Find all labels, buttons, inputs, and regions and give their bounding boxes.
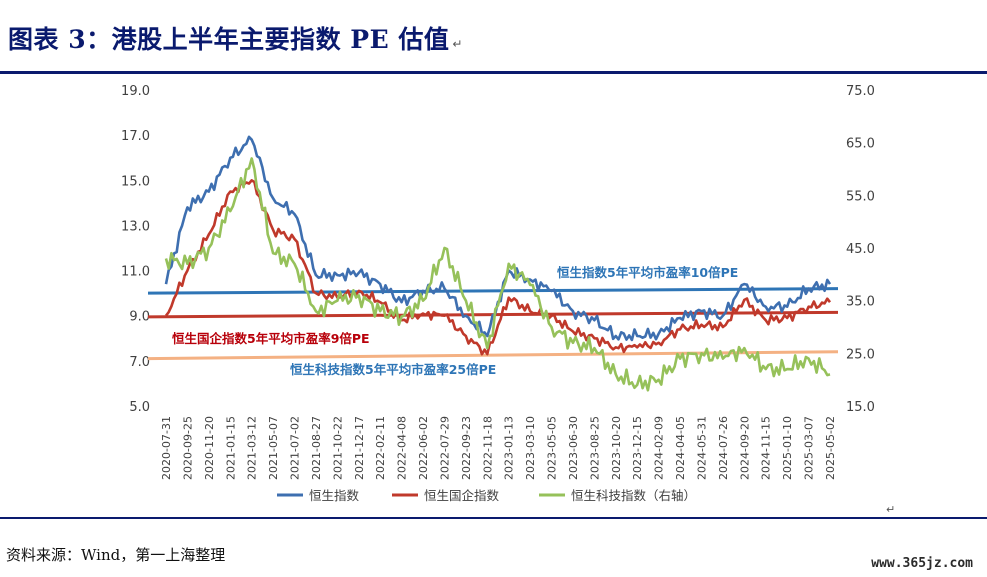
x-axis-tick-label: 2021-10-22 bbox=[331, 416, 344, 480]
x-axis-tick-label: 2024-02-09 bbox=[653, 416, 666, 480]
paragraph-mark: ↵ bbox=[452, 37, 463, 51]
x-axis-tick-label: 2021-08-27 bbox=[310, 416, 323, 480]
reference-line bbox=[147, 287, 839, 295]
x-axis-tick-label: 2021-07-02 bbox=[289, 416, 302, 480]
series-lines bbox=[164, 135, 832, 392]
left-axis-ticks: 5.0 7.0 9.0 11.0 13.0 15.0 17.0 19.0 bbox=[121, 84, 150, 415]
x-axis-tick-label: 2025-05-02 bbox=[824, 416, 837, 480]
x-axis-tick-label: 2023-10-20 bbox=[610, 416, 623, 480]
reference-label: 恒生国企指数5年平均市盈率9倍PE bbox=[172, 331, 370, 346]
x-axis-tick-label: 2023-06-30 bbox=[567, 416, 580, 480]
x-axis-tick-label: 2024-11-15 bbox=[760, 416, 773, 480]
x-axis-tick-label: 2022-04-08 bbox=[396, 416, 409, 480]
left-axis-tick-label: 17.0 bbox=[121, 129, 150, 144]
x-axis-tick-label: 2023-01-13 bbox=[503, 416, 516, 480]
x-axis-tick-label: 2020-07-31 bbox=[160, 416, 173, 480]
x-axis-tick-label: 2022-02-11 bbox=[374, 416, 387, 480]
legend-label: 恒生国企指数 bbox=[424, 488, 500, 503]
left-axis-tick-label: 7.0 bbox=[129, 355, 150, 370]
series-line bbox=[164, 179, 832, 356]
x-axis-tick-label: 2022-07-29 bbox=[438, 416, 451, 480]
right-axis-tick-label: 45.0 bbox=[846, 242, 875, 257]
source-note: 资料来源：Wind，第一上海整理 bbox=[6, 546, 226, 564]
legend: 恒生指数 恒生国企指数 恒生科技指数（右轴） bbox=[277, 488, 696, 503]
right-axis-tick-label: 35.0 bbox=[846, 295, 875, 310]
top-rule bbox=[0, 71, 987, 74]
x-axis-tick-label: 2021-03-12 bbox=[246, 416, 259, 480]
x-axis-tick-label: 2021-12-17 bbox=[353, 416, 366, 480]
reference-line bbox=[147, 350, 839, 361]
series-line bbox=[164, 157, 831, 392]
left-axis-tick-label: 15.0 bbox=[121, 174, 150, 189]
x-axis-tick-label: 2024-07-26 bbox=[717, 416, 730, 480]
left-axis-tick-label: 13.0 bbox=[121, 219, 150, 234]
bottom-rule bbox=[0, 517, 987, 519]
right-axis-tick-label: 55.0 bbox=[846, 189, 875, 204]
legend-label: 恒生科技指数（右轴） bbox=[571, 488, 696, 503]
x-axis-tick-label: 2023-03-10 bbox=[524, 416, 537, 480]
left-axis-tick-label: 11.0 bbox=[121, 265, 150, 280]
right-axis-tick-label: 25.0 bbox=[846, 347, 875, 362]
right-axis-ticks: 15.0 25.0 35.0 45.0 55.0 65.0 75.0 bbox=[846, 84, 875, 415]
x-axis-tick-label: 2025-01-10 bbox=[781, 416, 794, 480]
right-axis-tick-label: 75.0 bbox=[846, 84, 875, 99]
left-axis-tick-label: 5.0 bbox=[129, 400, 150, 415]
watermark: www.365jz.com bbox=[871, 556, 973, 571]
x-axis-tick-label: 2020-09-25 bbox=[181, 416, 194, 480]
paragraph-mark-2: ↵ bbox=[886, 503, 896, 516]
reference-labels: 恒生指数5年平均市盈率10倍PE 恒生国企指数5年平均市盈率9倍PE 恒生科技指数5… bbox=[172, 265, 738, 377]
series-line bbox=[164, 135, 832, 342]
x-axis-tick-label: 2024-04-05 bbox=[674, 416, 687, 480]
legend-label: 恒生指数 bbox=[309, 488, 360, 503]
x-axis-tick-label: 2022-06-02 bbox=[417, 416, 430, 480]
x-axis-tick-label: 2024-09-20 bbox=[738, 416, 751, 480]
page-title: 图表 3：港股上半年主要指数 PE 估值 ↵ bbox=[8, 25, 463, 54]
left-axis-tick-label: 9.0 bbox=[129, 310, 150, 325]
x-axis-tick-label: 2021-01-15 bbox=[224, 416, 237, 480]
right-axis-tick-label: 15.0 bbox=[846, 400, 875, 415]
reference-label: 恒生科技指数5年平均市盈率25倍PE bbox=[290, 362, 496, 377]
x-axis-tick-label: 2025-03-07 bbox=[803, 416, 816, 480]
right-axis-tick-label: 65.0 bbox=[846, 137, 875, 152]
x-axis-ticks: 2020-07-31 2020-09-25 2020-11-20 2021-01-15… bbox=[160, 416, 837, 480]
x-axis-tick-label: 2022-09-23 bbox=[460, 416, 473, 480]
reference-label: 恒生指数5年平均市盈率10倍PE bbox=[557, 265, 738, 280]
x-axis-tick-label: 2023-08-25 bbox=[588, 416, 601, 480]
x-axis-tick-label: 2023-12-15 bbox=[631, 416, 644, 480]
x-axis-tick-label: 2024-05-31 bbox=[695, 416, 708, 480]
x-axis-tick-label: 2023-05-05 bbox=[546, 416, 559, 480]
x-axis-tick-label: 2020-11-20 bbox=[203, 416, 216, 480]
x-axis-tick-label: 2022-11-18 bbox=[481, 416, 494, 480]
left-axis-tick-label: 19.0 bbox=[121, 84, 150, 99]
x-axis-tick-label: 2021-05-07 bbox=[267, 416, 280, 480]
pe-chart: 5.0 7.0 9.0 11.0 13.0 15.0 17.0 19.0 15.0 25.0 35… bbox=[121, 84, 875, 503]
